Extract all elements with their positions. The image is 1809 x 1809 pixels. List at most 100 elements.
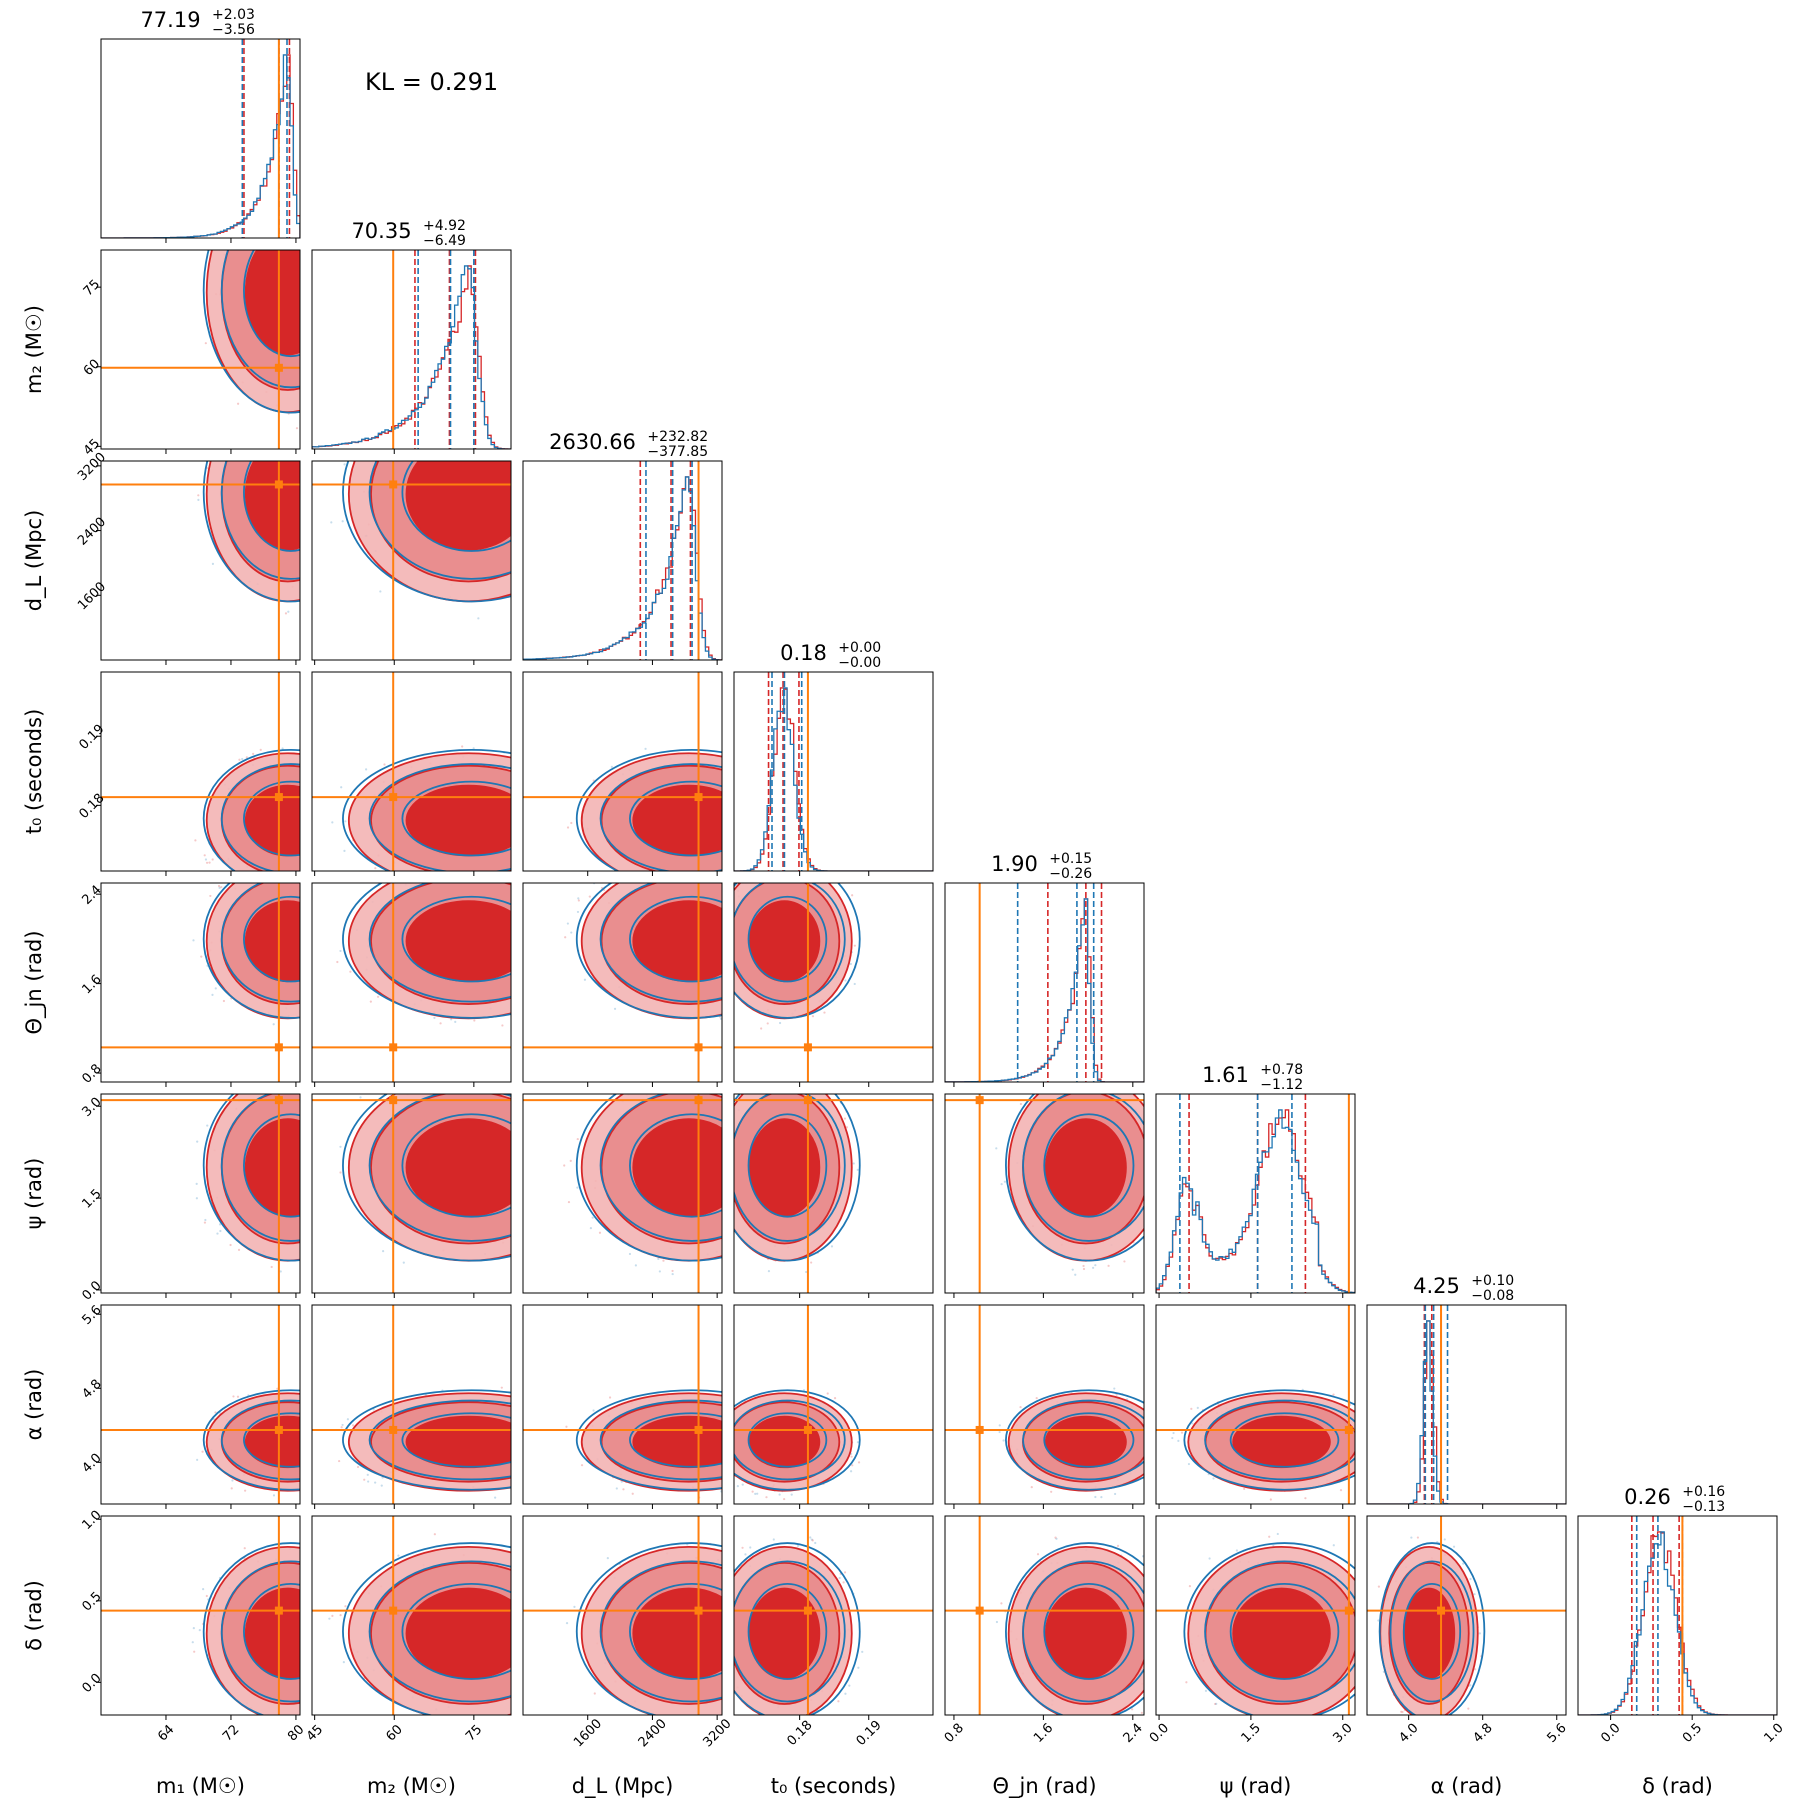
sample-point	[1102, 1715, 1104, 1717]
contour-blue-1	[734, 1560, 846, 1703]
sample-point	[336, 1181, 338, 1183]
sample-point	[1204, 1689, 1208, 1692]
xtick-label: 0.8	[942, 1721, 967, 1746]
sample-point	[725, 1447, 727, 1449]
sample-point	[204, 1218, 207, 1222]
sample-point	[998, 1430, 1001, 1434]
hist-blue	[101, 54, 300, 238]
sample-point	[332, 231, 334, 233]
sample-point	[330, 521, 333, 524]
xtick-label: 0.5	[1680, 1721, 1705, 1746]
sample-point	[338, 1459, 341, 1463]
sample-point	[284, 612, 288, 615]
ylabel-theta: Θ_jn (rad)	[22, 930, 47, 1034]
sample-point	[328, 767, 330, 769]
sample-point	[783, 1497, 786, 1501]
sample-point	[328, 1234, 330, 1236]
panel-frame	[522, 1515, 723, 1716]
sample-point	[316, 1539, 318, 1541]
panel-m2-vs-alpha	[311, 1304, 535, 1509]
sample-point	[522, 428, 524, 430]
sample-point	[326, 504, 328, 506]
title-m2: 70.35	[351, 219, 411, 243]
sample-point	[671, 1272, 674, 1276]
sample-point	[719, 1017, 722, 1020]
sample-point	[520, 1580, 522, 1582]
sample-point	[804, 810, 806, 812]
sample-point	[348, 1586, 350, 1588]
sample-point	[241, 757, 244, 761]
sample-point	[341, 378, 343, 380]
sample-point	[1462, 1562, 1465, 1565]
sample-point	[1359, 1571, 1361, 1573]
panel-m1-vs-m2	[100, 222, 343, 454]
sample-point	[316, 1212, 318, 1214]
sample-point	[1190, 1407, 1193, 1410]
sample-point	[343, 849, 346, 852]
sample-point	[229, 1243, 232, 1247]
sample-point	[556, 1108, 558, 1110]
sample-point	[501, 1024, 504, 1027]
sample-point	[329, 1390, 331, 1392]
sample-point	[724, 773, 726, 775]
sample-point	[608, 1396, 612, 1399]
sample-point	[747, 862, 749, 864]
sample-point	[563, 526, 565, 528]
contour-blue-2	[1402, 1583, 1462, 1680]
sample-point	[538, 817, 540, 819]
sample-point	[1158, 1595, 1160, 1597]
sample-point	[1369, 1677, 1371, 1679]
sample-point	[1180, 1431, 1184, 1434]
sample-point	[483, 384, 485, 386]
sample-point	[236, 402, 240, 405]
sample-point	[1002, 1439, 1005, 1442]
truth-marker	[1344, 1425, 1353, 1434]
sample-point	[740, 853, 742, 855]
sample-point	[533, 1415, 535, 1417]
sample-point	[1357, 1588, 1359, 1590]
sample-point	[853, 982, 856, 986]
sample-point	[341, 520, 344, 523]
ytick-label: 0.18	[77, 791, 108, 822]
panel-psi-hist	[1155, 1093, 1356, 1298]
contour-blue-1	[220, 461, 300, 580]
panel-frame	[944, 1093, 1145, 1294]
contour-blue-1	[220, 250, 300, 389]
sample-point	[549, 1572, 551, 1574]
sample-point	[302, 807, 304, 809]
panel-delta-hist	[1577, 1515, 1778, 1720]
sample-point	[566, 826, 570, 829]
contour-blue-1	[1389, 1560, 1475, 1703]
sample-point	[551, 837, 553, 839]
sample-point	[341, 1423, 344, 1427]
sample-point	[212, 242, 214, 244]
sample-point	[433, 1016, 436, 1019]
sample-point	[203, 1221, 207, 1224]
sample-point	[822, 1718, 824, 1720]
sample-point	[347, 966, 349, 968]
sample-point	[565, 484, 567, 486]
sample-point	[344, 984, 346, 986]
sample-point	[458, 370, 460, 372]
truth-marker	[389, 1606, 398, 1615]
sample-point	[351, 1424, 355, 1427]
panel-dl-vs-t0	[522, 671, 806, 876]
sample-point	[363, 451, 365, 453]
panel-dl-vs-alpha	[522, 1304, 723, 1509]
contour-blue-0	[1005, 1389, 1144, 1491]
sample-point	[341, 222, 343, 224]
sample-point	[1362, 1426, 1364, 1428]
title-minus-t0: −0.00	[838, 655, 881, 671]
sample-point	[1191, 1422, 1194, 1425]
sample-point	[313, 414, 315, 416]
sample-point	[557, 520, 559, 522]
sample-point	[1093, 1718, 1095, 1720]
sample-point	[341, 456, 343, 458]
sample-point	[567, 866, 569, 868]
sample-point	[1123, 1260, 1126, 1263]
sample-point	[610, 765, 613, 769]
sample-point	[240, 439, 242, 441]
sample-point	[577, 897, 580, 900]
sample-point	[1100, 1495, 1103, 1499]
